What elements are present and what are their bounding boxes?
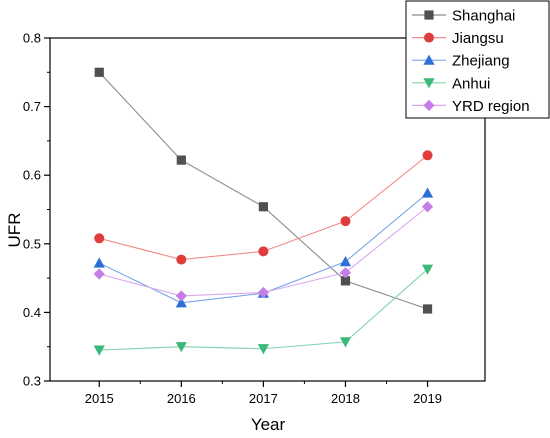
y-tick-label: 0.8 — [23, 31, 41, 46]
data-point — [176, 254, 187, 265]
data-point — [93, 345, 105, 356]
x-tick-label: 2017 — [249, 391, 278, 406]
legend-item: Zhejiang — [412, 53, 510, 70]
legend-marker — [424, 10, 434, 20]
legend-item: Anhui — [412, 75, 490, 92]
legend-marker — [423, 99, 435, 111]
series-line — [98, 71, 428, 310]
legend-label: YRD region — [452, 98, 530, 115]
series-shanghai — [94, 67, 433, 314]
data-point — [422, 150, 433, 161]
y-tick-label: 0.6 — [23, 168, 41, 183]
legend: Shanghai Jiangsu Zhejiang Anhui YRD region — [405, 0, 550, 119]
x-tick-label: 2016 — [167, 391, 196, 406]
data-point — [339, 256, 352, 267]
legend-marker — [424, 32, 434, 43]
legend-item: YRD region — [412, 98, 530, 115]
legend-label: Shanghai — [452, 8, 515, 25]
data-point — [93, 257, 105, 268]
legend-marker — [423, 54, 435, 65]
data-point — [339, 267, 352, 279]
data-point — [258, 202, 268, 212]
data-point — [93, 268, 105, 280]
series-layer — [93, 67, 434, 356]
data-point — [176, 155, 186, 165]
series-jiangsu — [94, 150, 433, 265]
series-yrd-region — [93, 201, 434, 302]
x-axis: 2015 2016 2017 2018 2019 — [85, 381, 442, 406]
legend-item: Jiangsu — [412, 30, 504, 47]
y-tick-label: 0.3 — [23, 374, 41, 389]
x-tick-label: 2018 — [331, 391, 360, 406]
data-point — [94, 233, 105, 244]
data-point — [421, 201, 434, 213]
series-line — [99, 268, 428, 351]
x-tick-label: 2019 — [413, 391, 442, 406]
y-tick-label: 0.4 — [23, 305, 41, 320]
data-point — [339, 337, 352, 348]
data-point — [340, 216, 351, 227]
data-point — [175, 290, 187, 302]
legend-label: Zhejiang — [452, 53, 510, 70]
data-point — [175, 342, 187, 353]
data-point — [175, 297, 187, 308]
y-axis: 0.3 0.4 0.5 0.6 0.7 0.8 — [23, 31, 50, 389]
y-axis-title: UFR — [5, 213, 24, 248]
data-point — [257, 286, 269, 299]
data-point — [421, 264, 434, 275]
series-anhui — [93, 264, 434, 356]
legend-marker — [423, 78, 435, 89]
legend-label: Anhui — [452, 75, 490, 92]
legend-label: Jiangsu — [452, 30, 504, 47]
data-point — [340, 276, 351, 286]
x-tick-label: 2015 — [85, 391, 114, 406]
data-point — [94, 67, 104, 77]
y-tick-label: 0.7 — [23, 99, 41, 114]
data-point — [422, 304, 433, 314]
legend-item: Shanghai — [412, 8, 515, 25]
y-tick-label: 0.5 — [23, 236, 41, 251]
data-point — [258, 246, 269, 257]
data-point — [421, 187, 434, 198]
x-axis-title: Year — [251, 415, 286, 434]
data-point — [257, 344, 269, 355]
